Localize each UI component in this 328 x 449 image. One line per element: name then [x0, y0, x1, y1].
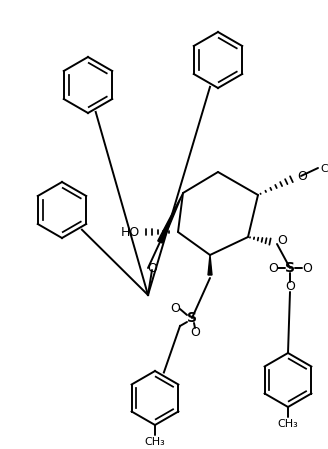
Text: O: O [147, 261, 157, 274]
Text: S: S [187, 311, 197, 325]
Polygon shape [158, 193, 183, 243]
Text: O: O [297, 171, 307, 184]
Text: O: O [277, 233, 287, 247]
Text: O: O [268, 261, 278, 274]
Text: CH₃: CH₃ [145, 437, 165, 447]
Text: O: O [302, 261, 312, 274]
Text: HO: HO [121, 225, 140, 238]
Text: CH₃: CH₃ [277, 419, 298, 429]
Text: O: O [190, 326, 200, 339]
Text: S: S [285, 261, 295, 275]
Text: CH₃: CH₃ [320, 164, 328, 174]
Text: O: O [170, 301, 180, 314]
Text: O: O [285, 281, 295, 294]
Polygon shape [208, 255, 212, 275]
